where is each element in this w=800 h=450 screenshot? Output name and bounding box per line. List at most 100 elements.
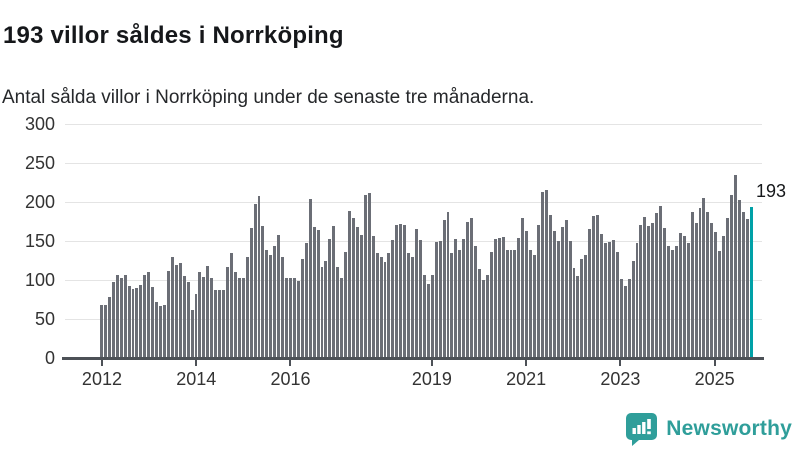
bar (312, 226, 316, 358)
bar (363, 194, 367, 358)
bar (265, 250, 269, 358)
y-tick-label: 200 (24, 192, 55, 212)
bar (147, 272, 151, 358)
bar (273, 245, 277, 358)
x-tick-mark (525, 360, 528, 366)
bar (450, 252, 454, 358)
y-tick-label: 100 (24, 270, 55, 290)
bar (170, 256, 174, 358)
bar (497, 237, 501, 358)
bar (627, 279, 631, 358)
bar (706, 212, 710, 358)
bar (674, 245, 678, 358)
bar (143, 274, 147, 358)
bar (466, 221, 470, 358)
bar (694, 223, 698, 358)
bar (726, 218, 729, 358)
bar (277, 234, 281, 358)
bar (635, 242, 639, 358)
x-tick-label: 2025 (694, 369, 735, 389)
x-tick-mark (713, 360, 716, 366)
bar (324, 260, 328, 358)
bar (560, 226, 564, 358)
bar (489, 251, 493, 358)
bar (407, 253, 411, 358)
bar (714, 232, 718, 358)
y-tick-label: 150 (24, 231, 55, 251)
bar (442, 219, 446, 358)
bar (316, 230, 320, 358)
x-tick-mark (430, 360, 433, 366)
bar (387, 253, 391, 358)
bar (352, 218, 355, 358)
bar (733, 174, 737, 358)
bar (383, 262, 387, 358)
bar (163, 304, 166, 358)
bar (226, 266, 229, 358)
bar (446, 212, 450, 358)
bar (115, 275, 119, 358)
bar (651, 223, 655, 358)
bar (320, 266, 324, 358)
bar (678, 233, 682, 358)
bar (600, 233, 603, 358)
bar (513, 249, 517, 358)
x-tick-mark (619, 360, 622, 366)
bar (151, 287, 155, 358)
bar (686, 242, 690, 358)
bar (391, 240, 395, 358)
bar-value-annotation: 193 (756, 181, 787, 201)
bar (253, 204, 257, 358)
bar (123, 274, 127, 358)
x-tick-label: 2014 (176, 369, 217, 389)
bar (359, 234, 363, 358)
y-tick-label: 250 (24, 153, 55, 173)
bar (663, 227, 666, 358)
bar (690, 212, 694, 358)
bar (698, 208, 702, 358)
bar (643, 216, 647, 358)
bar (403, 224, 407, 358)
bar (529, 250, 533, 358)
bar (237, 278, 241, 358)
bar (745, 219, 749, 358)
bar (308, 198, 312, 358)
bar (245, 256, 249, 358)
bar-chart-bubble-icon (625, 412, 658, 446)
bar-series (100, 124, 753, 358)
bar (415, 228, 418, 358)
bar (426, 283, 430, 358)
bar (206, 265, 210, 358)
bar (509, 249, 513, 358)
bar (285, 278, 288, 358)
bar (348, 211, 351, 358)
bar (639, 224, 643, 358)
bar (647, 226, 651, 358)
bar (462, 238, 466, 358)
bar (607, 241, 611, 358)
bar (411, 256, 414, 358)
x-tick-label: 2019 (411, 369, 452, 389)
y-tick-label: 300 (24, 114, 55, 134)
bar (458, 250, 462, 358)
bar (103, 304, 107, 358)
bar (667, 245, 670, 358)
newsworthy-logo[interactable]: Newsworthy (625, 412, 792, 446)
bar (493, 238, 497, 358)
bar (355, 226, 359, 358)
gridline (65, 163, 762, 164)
bar (474, 246, 477, 358)
bar (619, 279, 623, 358)
bar (131, 288, 135, 358)
bar (615, 251, 619, 358)
bar (367, 192, 371, 358)
bar (478, 269, 481, 358)
bar (340, 278, 344, 358)
bar (659, 205, 663, 358)
bar (261, 226, 265, 358)
y-axis-labels: 0 50 100 150 200 250 300 (0, 115, 55, 367)
bar (111, 282, 115, 358)
bar (655, 212, 659, 358)
bar (229, 253, 233, 358)
bar (485, 275, 489, 358)
